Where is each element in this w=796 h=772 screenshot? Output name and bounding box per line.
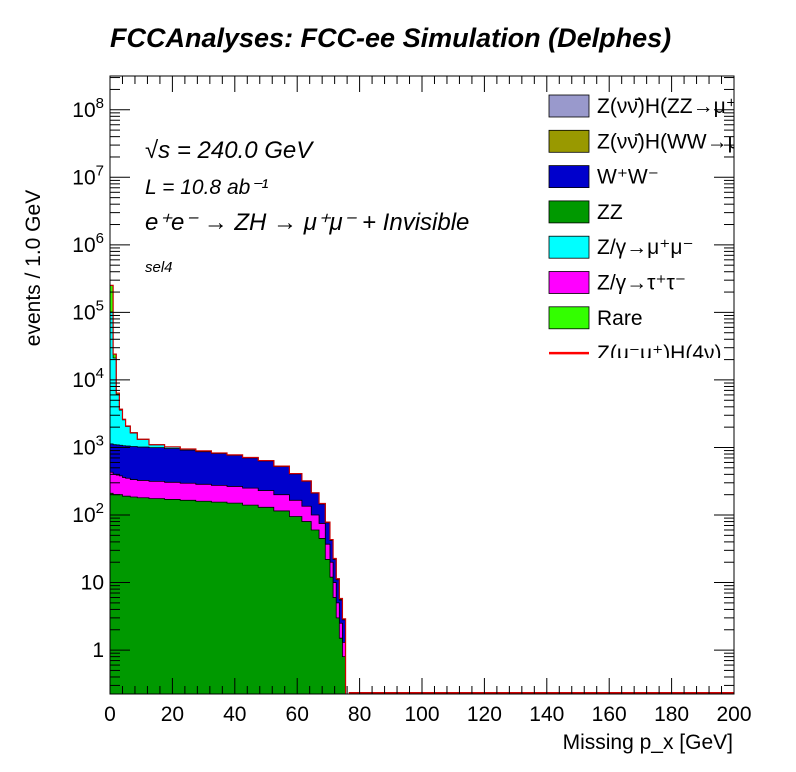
axis-ticks: 0 20 40 60 80 100 120 140 160 180 200 1 10 102 103 104 1… bbox=[72, 76, 752, 726]
x-tick-label: 180 bbox=[654, 703, 689, 726]
legend-swatch bbox=[548, 94, 590, 118]
y-tick-label: 108 bbox=[72, 95, 104, 122]
y-tick-label: 103 bbox=[72, 432, 104, 459]
legend-label: Z/γ→μ⁺μ⁻ bbox=[597, 236, 694, 259]
legend-swatch bbox=[548, 165, 590, 189]
y-tick-label: 104 bbox=[72, 365, 104, 392]
x-tick-label: 140 bbox=[529, 703, 564, 726]
y-tick-label: 105 bbox=[72, 297, 104, 324]
legend-label: Z(νν̄)H(WW→μ⁺νμ⁻ν) bbox=[597, 130, 796, 153]
chart-title: FCCAnalyses: FCC-ee Simulation (Delphes) bbox=[110, 23, 671, 53]
signal-line-layer bbox=[110, 284, 734, 694]
legend-entries: Z(νν̄)H(ZZ→μ⁺μ⁻ν⁺ν⁻) Z(νν̄)H(WW→μ⁺νμ⁻ν) W⁺… bbox=[548, 94, 796, 365]
x-tick-label: 160 bbox=[592, 703, 627, 726]
legend-label: Z/γ→τ⁺τ⁻ bbox=[597, 272, 686, 295]
x-tick-label: 0 bbox=[104, 703, 116, 726]
y-tick-label: 106 bbox=[72, 230, 104, 257]
x-tick-label: 80 bbox=[348, 703, 371, 726]
sqrt-s-annotation: √s = 240.0 GeV bbox=[145, 137, 314, 164]
legend-swatch bbox=[548, 129, 590, 153]
legend-swatch bbox=[548, 306, 590, 330]
x-tick-label: 40 bbox=[223, 703, 246, 726]
legend-label: Z(νν̄)H(ZZ→μ⁺μ⁻ν⁺ν⁻) bbox=[597, 95, 796, 118]
legend: Z(νν̄)H(ZZ→μ⁺μ⁻ν⁺ν⁻) Z(νν̄)H(WW→μ⁺νμ⁻ν) W⁺… bbox=[548, 94, 796, 365]
stack-zz bbox=[110, 492, 346, 694]
x-tick-label: 20 bbox=[161, 703, 184, 726]
process-annotation: e⁺e⁻ → ZH → μ⁺μ⁻ + Invisible bbox=[145, 209, 469, 236]
x-tick-label: 60 bbox=[286, 703, 309, 726]
legend-swatch bbox=[548, 200, 590, 224]
selection-annotation: sel4 bbox=[145, 259, 173, 276]
y-axis-label: events / 1.0 GeV bbox=[22, 190, 45, 346]
x-tick-label: 120 bbox=[467, 703, 502, 726]
y-tick-label: 102 bbox=[72, 500, 104, 527]
signal-line bbox=[110, 284, 347, 694]
luminosity-annotation: L = 10.8 ab⁻¹ bbox=[145, 176, 268, 199]
y-tick-label: 107 bbox=[72, 162, 104, 189]
stacked-histogram bbox=[110, 284, 346, 694]
x-axis-label: Missing p_x [GeV] bbox=[563, 731, 733, 754]
legend-label: Z(μ⁻μ⁺)H(4ν) bbox=[597, 342, 722, 365]
y-tick-label: 10 bbox=[81, 572, 104, 595]
legend-label: W⁺W⁻ bbox=[597, 166, 659, 189]
x-tick-label: 200 bbox=[716, 703, 751, 726]
legend-label: ZZ bbox=[597, 201, 623, 224]
x-tick-label: 100 bbox=[404, 703, 439, 726]
y-tick-label: 1 bbox=[92, 639, 104, 662]
legend-swatch bbox=[548, 271, 590, 294]
legend-label: Rare bbox=[597, 307, 643, 330]
legend-swatch bbox=[548, 235, 590, 259]
